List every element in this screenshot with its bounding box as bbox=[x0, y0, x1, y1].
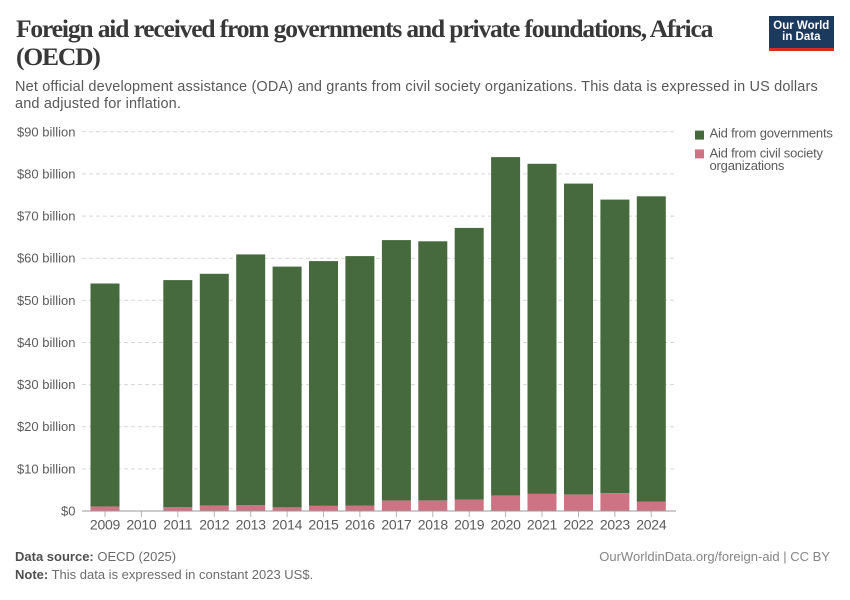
svg-text:2011: 2011 bbox=[163, 517, 193, 533]
svg-text:2019: 2019 bbox=[454, 517, 485, 533]
svg-text:Aid from governments: Aid from governments bbox=[710, 126, 834, 141]
svg-text:2017: 2017 bbox=[381, 517, 412, 533]
svg-text:$60 billion: $60 billion bbox=[17, 251, 76, 266]
svg-text:organizations: organizations bbox=[710, 158, 785, 173]
svg-text:Aid from civil society: Aid from civil society bbox=[710, 146, 824, 161]
svg-text:2016: 2016 bbox=[345, 517, 376, 533]
svg-text:$10 billion: $10 billion bbox=[17, 461, 76, 476]
svg-text:2013: 2013 bbox=[236, 517, 267, 533]
svg-text:$80 billion: $80 billion bbox=[17, 166, 76, 181]
svg-text:$0: $0 bbox=[61, 504, 75, 519]
svg-text:2022: 2022 bbox=[563, 517, 594, 533]
svg-text:2009: 2009 bbox=[90, 517, 121, 533]
svg-text:2021: 2021 bbox=[527, 517, 558, 533]
svg-text:$50 billion: $50 billion bbox=[17, 293, 76, 308]
svg-text:$90 billion: $90 billion bbox=[17, 124, 76, 139]
svg-text:$40 billion: $40 billion bbox=[17, 335, 76, 350]
svg-text:$20 billion: $20 billion bbox=[17, 419, 76, 434]
svg-text:2023: 2023 bbox=[600, 517, 631, 533]
svg-text:2020: 2020 bbox=[491, 517, 522, 533]
svg-text:2012: 2012 bbox=[199, 517, 230, 533]
svg-text:2024: 2024 bbox=[636, 517, 667, 533]
svg-text:$70 billion: $70 billion bbox=[17, 209, 76, 224]
svg-text:2015: 2015 bbox=[308, 517, 339, 533]
svg-text:$30 billion: $30 billion bbox=[17, 377, 76, 392]
svg-text:2010: 2010 bbox=[126, 517, 157, 533]
svg-text:2014: 2014 bbox=[272, 517, 303, 533]
svg-text:2018: 2018 bbox=[418, 517, 449, 533]
